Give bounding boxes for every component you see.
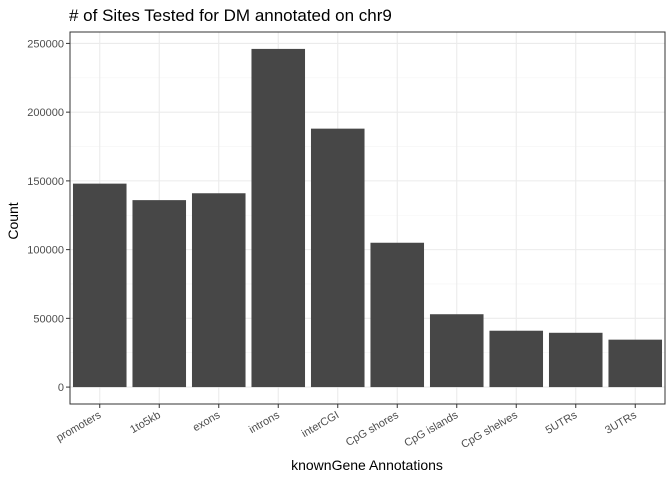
x-axis-title: knownGene Annotations	[291, 457, 443, 473]
bar-intercgi	[310, 128, 365, 388]
bar-3utrs	[608, 339, 663, 388]
bar-1to5kb	[132, 200, 187, 388]
x-tick-label: promoters	[54, 409, 103, 444]
x-tick-label: exons	[191, 409, 223, 434]
x-tick-label: CpG shores	[344, 409, 401, 449]
bar-exons	[191, 193, 246, 388]
bar-introns	[251, 48, 306, 388]
bar-5utrs	[548, 332, 603, 388]
chart-title: # of Sites Tested for DM annotated on ch…	[69, 6, 392, 25]
y-tick-label: 200000	[27, 107, 64, 119]
bar-cpg-islands	[429, 314, 484, 388]
x-tick-label: 1to5kb	[128, 409, 163, 436]
panel-border	[69, 31, 666, 405]
x-axis: promoters 1to5kb exons introns interCGI CpG s…	[54, 404, 639, 451]
x-tick-label: introns	[247, 409, 282, 436]
y-axis: 0 50000 100000 150000 200000 250000	[27, 38, 70, 394]
y-tick-label: 150000	[27, 176, 64, 188]
x-tick-label: 5UTRs	[544, 409, 580, 437]
y-tick-label: 50000	[33, 313, 64, 325]
bar-cpg-shelves	[489, 330, 544, 388]
bar-cpg-shores	[370, 242, 425, 388]
y-axis-title: Count	[5, 202, 21, 239]
y-tick-label: 250000	[27, 38, 64, 50]
x-tick-label: CpG shelves	[459, 409, 520, 451]
bars	[72, 48, 663, 388]
x-tick-label: 3UTRs	[603, 409, 639, 437]
bar-promoters	[72, 183, 127, 388]
plot-panel	[69, 31, 666, 405]
y-tick-label: 100000	[27, 245, 64, 257]
x-tick-label: interCGI	[300, 409, 341, 440]
x-tick-label: CpG islands	[402, 409, 460, 450]
y-tick-label: 0	[58, 382, 64, 394]
